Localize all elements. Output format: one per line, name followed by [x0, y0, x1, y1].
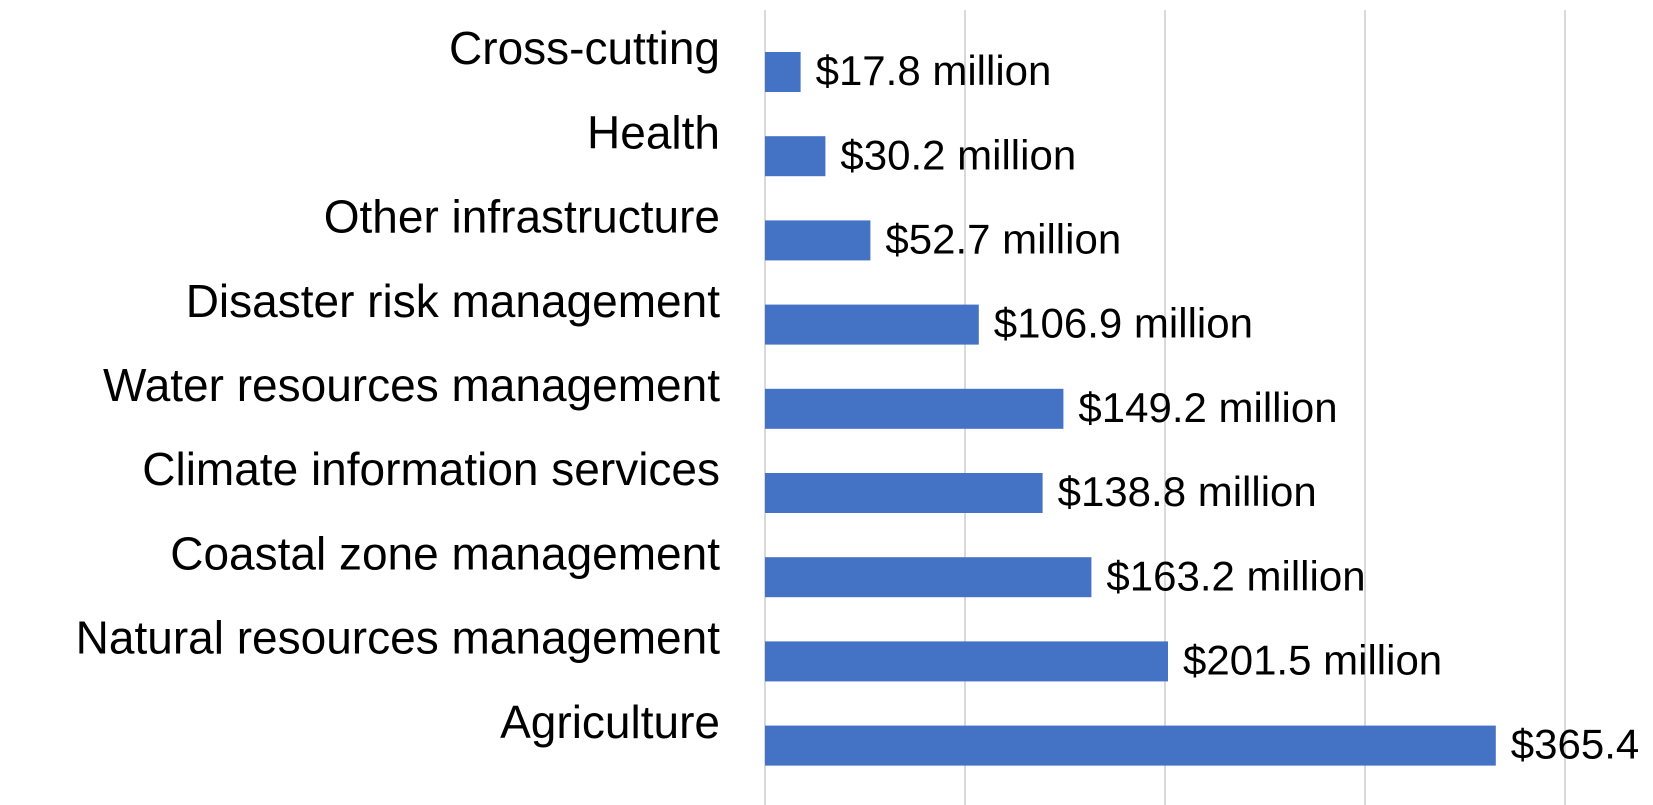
data-label: $163.2 million: [1106, 552, 1365, 599]
bar: [765, 641, 1168, 682]
bar: [765, 388, 1064, 429]
bar: [765, 52, 801, 92]
y-tick-label: Agriculture: [500, 696, 720, 748]
y-tick-label: Climate information services: [142, 443, 720, 495]
data-label: $149.2 million: [1078, 384, 1337, 431]
y-tick-label: Natural resources management: [76, 612, 721, 664]
data-label: $17.8 million: [816, 47, 1052, 94]
data-label: $30.2 million: [840, 131, 1076, 178]
bar: [765, 304, 979, 345]
data-label: $106.9 million: [994, 300, 1253, 347]
data-label: $365.4 million: [1511, 721, 1653, 768]
y-tick-label: Disaster risk management: [186, 275, 721, 327]
y-tick-label: Coastal zone management: [170, 527, 720, 579]
y-tick-label: Other infrastructure: [324, 191, 720, 243]
bar: [765, 557, 1092, 598]
bar: [765, 473, 1043, 513]
y-tick-label: Water resources management: [103, 359, 720, 411]
y-tick-label: Cross-cutting: [449, 22, 720, 74]
bar: [765, 220, 871, 261]
data-label: $201.5 million: [1183, 636, 1442, 683]
y-tick-label: Health: [587, 106, 720, 158]
bar: [765, 725, 1496, 766]
bar: [765, 136, 826, 177]
data-label: $52.7 million: [885, 215, 1121, 262]
data-label: $138.8 million: [1058, 468, 1317, 515]
